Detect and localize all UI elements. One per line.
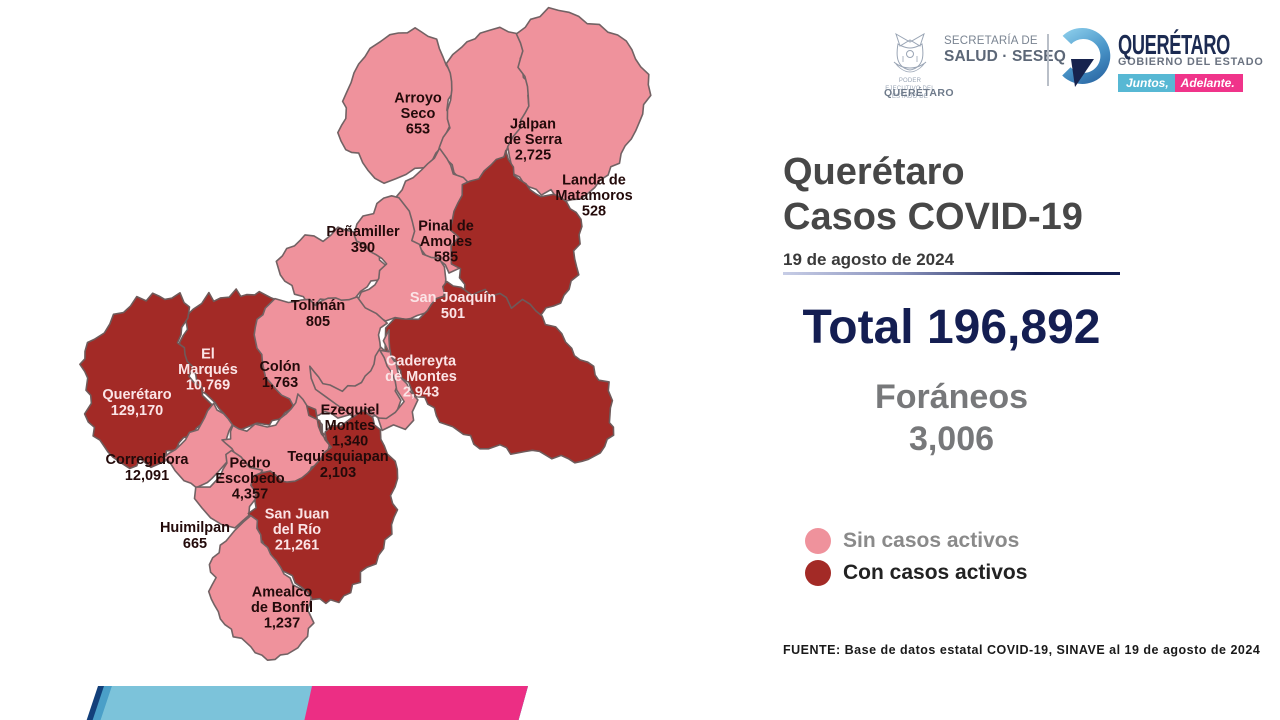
svg-text:Escobedo: Escobedo [215, 471, 284, 487]
svg-text:805: 805 [306, 314, 330, 330]
svg-text:Montes: Montes [325, 418, 376, 434]
svg-text:1,763: 1,763 [262, 375, 298, 391]
svg-text:2,103: 2,103 [320, 465, 356, 481]
svg-text:de Bonfil: de Bonfil [251, 600, 313, 616]
svg-text:Jalpan: Jalpan [510, 117, 556, 133]
svg-text:del Río: del Río [273, 522, 321, 538]
svg-text:Seco: Seco [401, 106, 436, 122]
svg-text:585: 585 [434, 250, 458, 266]
svg-text:4,357: 4,357 [232, 487, 268, 503]
svg-text:501: 501 [441, 306, 465, 322]
svg-text:Pinal de: Pinal de [418, 219, 474, 235]
svg-text:Amealco: Amealco [252, 585, 313, 601]
svg-text:1,237: 1,237 [264, 616, 300, 632]
svg-text:653: 653 [406, 122, 430, 138]
svg-text:Querétaro: Querétaro [102, 387, 171, 403]
svg-text:528: 528 [582, 204, 606, 220]
svg-text:Cadereyta: Cadereyta [386, 354, 457, 370]
svg-text:El: El [201, 347, 215, 363]
svg-text:de Serra: de Serra [504, 132, 563, 148]
svg-text:Landa de: Landa de [562, 173, 626, 189]
svg-text:390: 390 [351, 240, 375, 256]
svg-text:Corregidora: Corregidora [106, 452, 190, 468]
svg-text:Huimilpan: Huimilpan [160, 520, 230, 536]
svg-text:2,943: 2,943 [403, 385, 439, 401]
svg-text:10,769: 10,769 [186, 378, 230, 394]
svg-text:Matamoros: Matamoros [555, 188, 632, 204]
svg-text:12,091: 12,091 [125, 468, 169, 484]
svg-text:Arroyo: Arroyo [394, 91, 442, 107]
svg-text:Peñamiller: Peñamiller [326, 224, 400, 240]
svg-text:Ezequiel: Ezequiel [321, 403, 380, 419]
svg-text:2,725: 2,725 [515, 148, 551, 164]
svg-text:129,170: 129,170 [111, 403, 163, 419]
svg-text:de Montes: de Montes [385, 369, 457, 385]
svg-text:Pedro: Pedro [229, 456, 270, 472]
svg-text:1,340: 1,340 [332, 434, 368, 450]
svg-text:665: 665 [183, 536, 207, 552]
svg-text:21,261: 21,261 [275, 538, 319, 554]
svg-text:Tolimán: Tolimán [291, 298, 346, 314]
svg-text:San Joaquín: San Joaquín [410, 290, 496, 306]
svg-text:San Juan: San Juan [265, 507, 329, 523]
svg-text:Marqués: Marqués [178, 362, 238, 378]
svg-text:Tequisquiapan: Tequisquiapan [287, 449, 388, 465]
svg-text:Colón: Colón [259, 359, 300, 375]
svg-text:Amoles: Amoles [420, 234, 472, 250]
